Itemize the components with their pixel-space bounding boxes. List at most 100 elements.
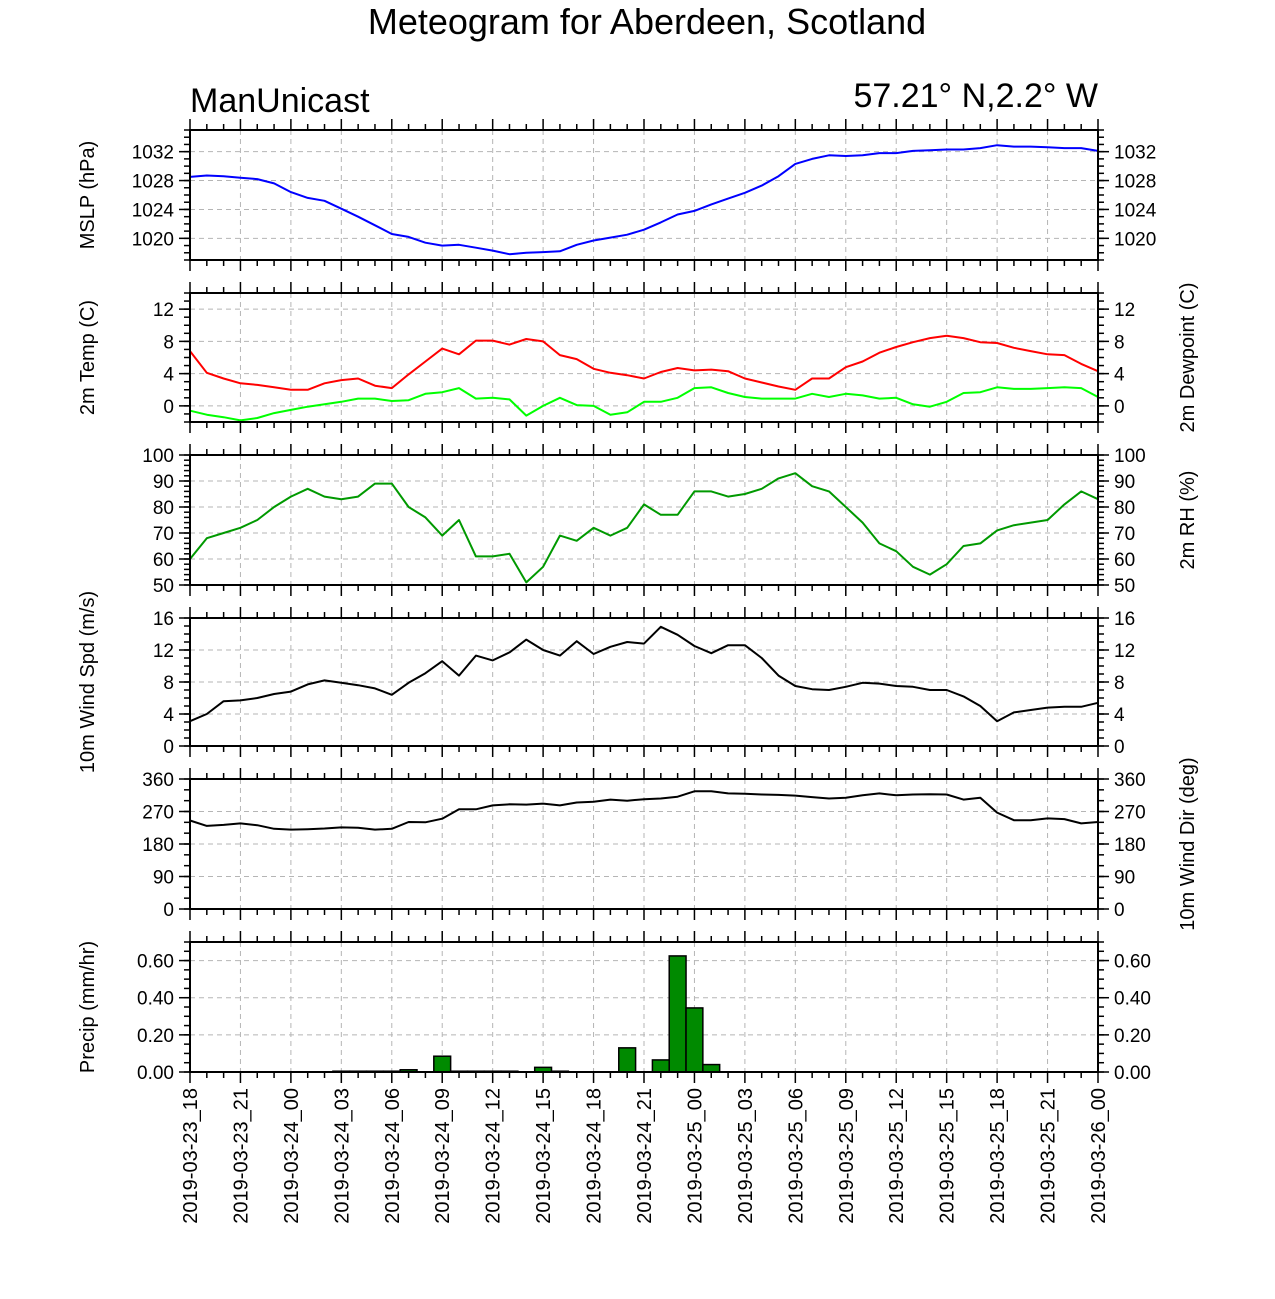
y-tick-label-right: 0.60 [1114, 952, 1151, 973]
y-tick-label-right: 8 [1114, 673, 1125, 694]
time-tick-label: 2019-03-23_21 [230, 1088, 252, 1224]
time-tick-label: 2019-03-25_00 [684, 1088, 706, 1224]
precip-bar [702, 1063, 721, 1073]
y-tick-label-left: 1028 [132, 172, 174, 193]
y-tick-label-right: 90 [1114, 472, 1135, 493]
y-tick-label-left: 4 [163, 365, 174, 386]
y-tick-label-left: 0.40 [137, 989, 174, 1010]
y-tick-label-right: 1020 [1114, 229, 1156, 250]
y-tick-label-right: 100 [1114, 446, 1146, 467]
precip-bar [668, 955, 687, 1073]
time-tick-label: 2019-03-24_06 [382, 1088, 404, 1224]
y-tick-label-right: 4 [1114, 705, 1125, 726]
series-line-wdir-0 [189, 790, 1099, 831]
y-tick-label-left: 80 [153, 498, 174, 519]
y-tick-label-left: 8 [163, 673, 174, 694]
time-tick-label: 2019-03-25_12 [886, 1088, 908, 1224]
y-tick-label-left: 0.00 [137, 1063, 174, 1084]
y-axis-label-left: Precip (mm/hr) [77, 941, 99, 1073]
precip-bar [685, 1007, 704, 1073]
time-tick-label: 2019-03-25_21 [1038, 1088, 1060, 1224]
time-tick-label: 2019-03-24_00 [281, 1088, 303, 1224]
time-tick-label: 2019-03-25_03 [735, 1088, 757, 1224]
y-tick-label-left: 16 [153, 609, 174, 630]
time-tick-label: 2019-03-24_12 [483, 1088, 505, 1224]
y-tick-label-right: 12 [1114, 300, 1135, 321]
panel-rh: 50 50 60 60 70 70 80 80 90 90 100 100 2m RH (%) [142, 444, 1199, 597]
y-tick-label-right: 0.40 [1114, 989, 1151, 1010]
y-tick-label-left: 12 [153, 641, 174, 662]
time-axis: 2019-03-23_18 2019-03-23_21 2019-03-24_00 2… [180, 1088, 1110, 1224]
y-tick-label-right: 16 [1114, 609, 1135, 630]
time-tick-label: 2019-03-24_15 [533, 1088, 555, 1224]
y-tick-label-right: 0 [1114, 900, 1125, 921]
time-tick-label: 2019-03-23_18 [180, 1088, 202, 1224]
y-tick-label-right: 0.20 [1114, 1026, 1151, 1047]
model-name-label: ManUnicast [190, 82, 370, 120]
y-tick-label-left: 1032 [132, 143, 174, 164]
y-tick-label-right: 60 [1114, 550, 1135, 571]
y-tick-label-left: 360 [142, 770, 174, 791]
y-tick-label-right: 270 [1114, 803, 1146, 824]
time-tick-label: 2019-03-24_09 [432, 1088, 454, 1224]
y-tick-label-right: 1028 [1114, 172, 1156, 193]
time-tick-label: 2019-03-24_21 [634, 1088, 656, 1224]
y-axis-label-right: 2m RH (%) [1177, 471, 1199, 570]
time-tick-label: 2019-03-24_18 [584, 1088, 606, 1224]
precip-bar [433, 1055, 452, 1073]
series-line-wspd-0 [189, 625, 1099, 723]
y-tick-label-left: 0.20 [137, 1026, 174, 1047]
time-tick-label: 2019-03-25_18 [987, 1088, 1009, 1224]
panel-temp: 0 0 4 4 8 8 12 12 2m Temp (C) 2m Dewpoint (C) [77, 282, 1199, 433]
y-tick-label-left: 0 [163, 737, 174, 758]
y-axis-label-left: MSLP (hPa) [77, 141, 99, 250]
y-tick-label-left: 180 [142, 835, 174, 856]
y-tick-label-right: 12 [1114, 641, 1135, 662]
series-line-mslp-0 [189, 144, 1099, 256]
y-tick-label-left: 4 [163, 705, 174, 726]
time-tick-label: 2019-03-26_00 [1088, 1088, 1110, 1224]
y-tick-label-right: 180 [1114, 835, 1146, 856]
y-axis-label-right: 10m Wind Dir (deg) [1177, 757, 1199, 930]
y-tick-label-right: 1032 [1114, 143, 1156, 164]
time-tick-label: 2019-03-25_15 [937, 1088, 959, 1224]
y-tick-label-right: 90 [1114, 868, 1135, 889]
y-tick-label-left: 70 [153, 524, 174, 545]
y-tick-label-right: 1024 [1114, 200, 1157, 221]
y-tick-label-right: 0.00 [1114, 1063, 1151, 1084]
y-tick-label-right: 80 [1114, 498, 1135, 519]
y-tick-label-left: 90 [153, 868, 174, 889]
y-tick-label-left: 100 [142, 446, 174, 467]
series-line-temp-1 [189, 386, 1099, 422]
y-tick-label-right: 0 [1114, 397, 1125, 418]
y-tick-label-right: 50 [1114, 576, 1135, 597]
precip-bar [651, 1059, 670, 1073]
y-tick-label-left: 8 [163, 332, 174, 353]
location-coordinates-label: 57.21° N,2.2° W [853, 77, 1098, 115]
y-tick-label-left: 90 [153, 472, 174, 493]
precip-bar [618, 1047, 637, 1073]
y-tick-label-left: 50 [153, 576, 174, 597]
time-tick-label: 2019-03-25_09 [836, 1088, 858, 1224]
y-tick-label-right: 8 [1114, 332, 1125, 353]
panel-precip: 0.00 0.00 0.20 0.20 0.40 0.40 0.60 0.60 Precip (… [77, 931, 1151, 1084]
panels-group: 1020 1020 1024 1024 1028 1028 1032 1032 MSLP (hP… [77, 119, 1199, 1084]
panel-wspd: 0 0 4 4 8 8 12 12 16 16 10m Wind Spd (m/s) [77, 591, 1135, 773]
y-tick-label-left: 270 [142, 803, 174, 824]
y-tick-label-left: 1020 [132, 229, 174, 250]
y-tick-label-left: 0 [163, 900, 174, 921]
panel-wdir: 0 0 90 90 180 180 270 270 360 360 10m Wind Dir (de… [142, 757, 1199, 930]
y-tick-label-left: 60 [153, 550, 174, 571]
y-tick-label-left: 12 [153, 300, 174, 321]
y-tick-label-left: 1024 [132, 200, 175, 221]
series-line-rh-0 [189, 472, 1099, 584]
y-axis-label-left: 2m Temp (C) [77, 300, 99, 415]
panel-mslp: 1020 1020 1024 1024 1028 1028 1032 1032 MSLP (hP… [77, 119, 1157, 271]
y-tick-label-right: 360 [1114, 770, 1146, 791]
series-line-temp-0 [189, 334, 1099, 391]
y-axis-label-left: 10m Wind Spd (m/s) [77, 591, 99, 773]
y-tick-label-left: 0 [163, 397, 174, 418]
y-tick-label-right: 4 [1114, 365, 1125, 386]
chart-title: Meteogram for Aberdeen, Scotland [368, 1, 926, 42]
